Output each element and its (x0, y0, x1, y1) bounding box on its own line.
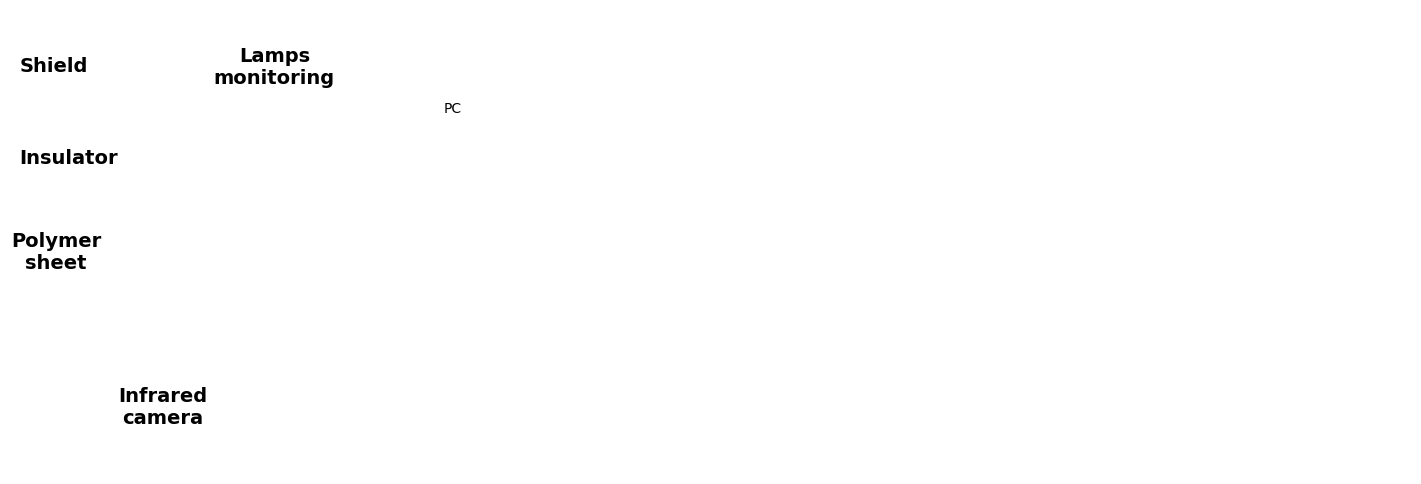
Bar (7, 34, 101, 99)
Text: Lamps
monitoring: Lamps monitoring (213, 47, 335, 88)
Bar (81, 351, 244, 465)
Text: Polymer
sheet: Polymer sheet (11, 232, 101, 273)
Text: Infrared
camera: Infrared camera (118, 387, 207, 428)
Bar (7, 131, 129, 186)
Text: PC: PC (443, 102, 462, 116)
Bar (0, 206, 112, 300)
Bar (192, 17, 357, 119)
Text: Polymer
Sheet: Polymer Sheet (783, 190, 874, 231)
Text: Halogen
lamp: Halogen lamp (1208, 401, 1297, 441)
Text: Diaphragm: Diaphragm (794, 390, 915, 409)
Text: Shield: Shield (20, 57, 88, 76)
Text: Insulator: Insulator (18, 149, 118, 168)
Text: Insulator: Insulator (828, 56, 928, 75)
